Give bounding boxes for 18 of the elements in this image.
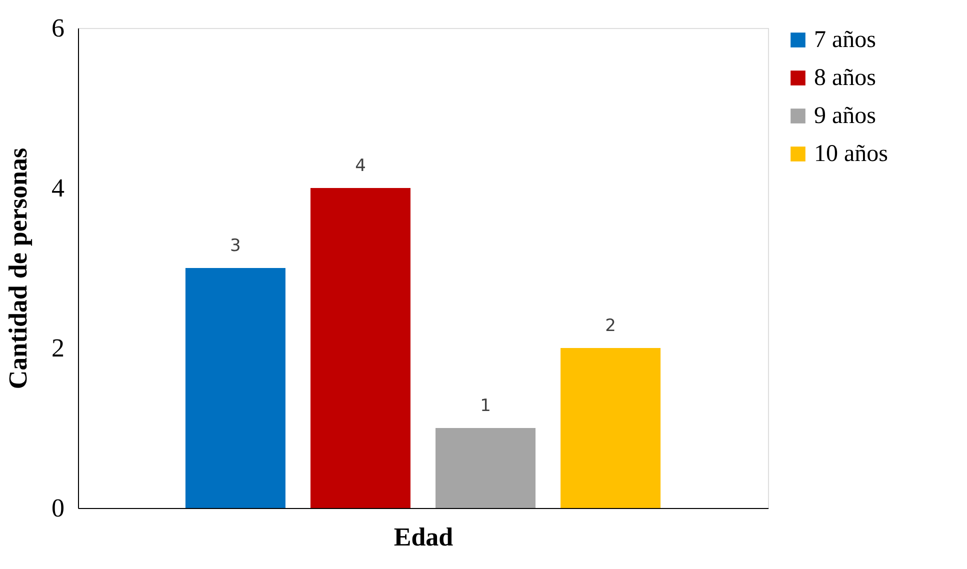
y-tick-label: 6 — [52, 14, 64, 42]
data-label: 2 — [605, 316, 616, 336]
y-tick-label: 4 — [52, 174, 64, 202]
bar — [436, 428, 536, 508]
legend-label: 10 años — [814, 141, 888, 167]
bar — [185, 268, 286, 508]
data-label: 3 — [230, 236, 241, 256]
legend-label: 9 años — [814, 103, 876, 129]
bar — [560, 348, 661, 508]
bar — [310, 188, 410, 508]
y-tick-label: 2 — [52, 334, 64, 362]
legend-label: 7 años — [814, 27, 876, 53]
x-axis-title: Edad — [394, 522, 454, 552]
legend-label: 8 años — [814, 65, 876, 91]
data-label: 1 — [480, 396, 491, 416]
y-axis-title: Cantidad de personas — [4, 148, 32, 390]
y-tick-label: 0 — [52, 494, 64, 522]
data-label: 4 — [355, 156, 366, 176]
